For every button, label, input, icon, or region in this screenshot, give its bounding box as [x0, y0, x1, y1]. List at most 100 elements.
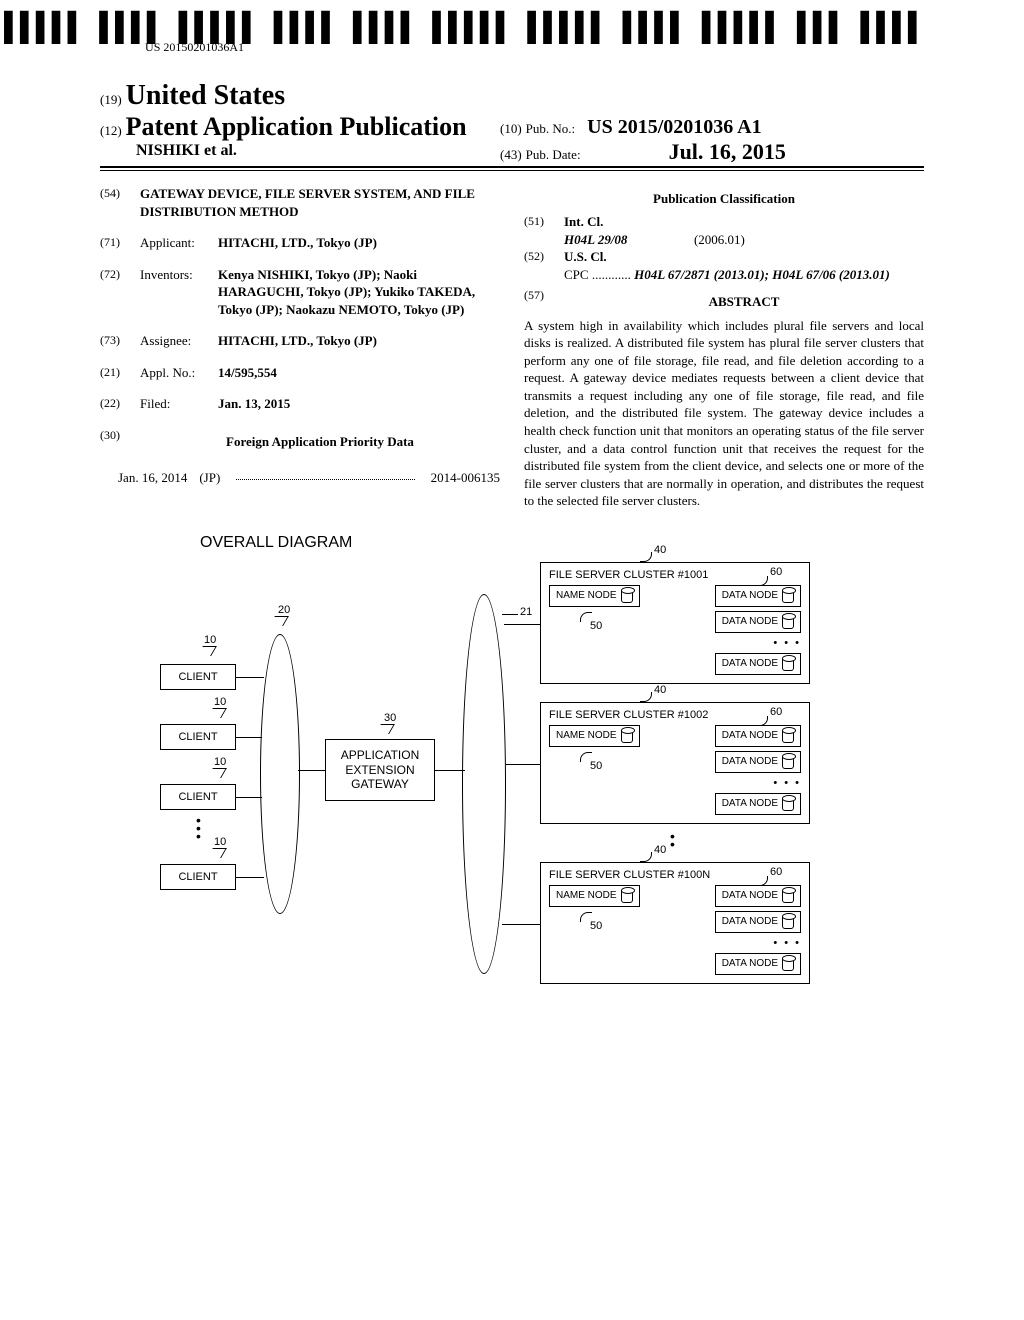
cylinder-icon — [782, 755, 794, 769]
divider-thick — [100, 166, 924, 168]
code-21: (21) — [100, 364, 140, 382]
ref-60c: 60 — [770, 866, 782, 878]
client-box-2: CLIENT — [160, 724, 236, 750]
gateway-box: APPLICATION EXTENSION GATEWAY — [325, 739, 435, 801]
code-12: (12) — [100, 123, 122, 138]
inventors-label: Inventors: — [140, 266, 218, 319]
conn-line — [298, 770, 325, 772]
ref-10b: 10 — [214, 696, 226, 708]
data-node-box: DATA NODE — [715, 751, 801, 773]
lead-curve — [580, 752, 592, 762]
barcode-graphic: ▌▌▌▌▌ ▌▌▌▌▌▌▌ ▌▌ ▌▌▌▌▌ ▌▌▌▌ ▌▌▌▌▌ ▌▌▌▌▌ … — [0, 18, 924, 38]
cylinder-icon — [782, 729, 794, 743]
country: United States — [126, 80, 285, 111]
abstract-text: A system high in availability which incl… — [524, 317, 924, 510]
lead-curve — [640, 852, 652, 862]
cylinder-icon — [782, 797, 794, 811]
filed-date: Jan. 13, 2015 — [218, 395, 500, 413]
ref-10a: 10 — [204, 634, 216, 646]
cylinder-icon — [782, 889, 794, 903]
vertical-dots: •• — [670, 832, 675, 848]
data-node-box: DATA NODE — [715, 885, 801, 907]
code-10: (10) — [500, 121, 522, 136]
code-51: (51) — [524, 213, 564, 248]
ref-10d: 10 — [214, 836, 226, 848]
abstract-label: ABSTRACT — [564, 293, 924, 311]
appl-no: 14/595,554 — [218, 364, 500, 382]
conn-line — [236, 737, 262, 739]
priority-country: (JP) — [199, 470, 220, 486]
intcl-code: H04L 29/08 — [564, 232, 627, 247]
client-box-1: CLIENT — [160, 664, 236, 690]
cylinder-icon — [782, 615, 794, 629]
code-22: (22) — [100, 395, 140, 413]
conn-line — [236, 877, 264, 879]
code-19: (19) — [100, 92, 122, 107]
dotted-leader — [236, 470, 414, 480]
uscl-label: U.S. Cl. — [564, 249, 607, 264]
cpc-value: H04L 67/2871 (2013.01); H04L 67/06 (2013… — [634, 267, 890, 282]
conn-line — [435, 770, 465, 772]
lead-curve — [640, 692, 652, 702]
cylinder-icon — [782, 915, 794, 929]
pub-date: Jul. 16, 2015 — [669, 139, 786, 164]
vertical-dots: ••• — [196, 816, 201, 840]
data-node-box: DATA NODE — [715, 793, 801, 815]
lead-line — [207, 848, 227, 858]
ref-40b: 40 — [654, 684, 666, 696]
priority-date: Jan. 16, 2014 — [118, 470, 187, 486]
conn-line — [504, 624, 540, 626]
ref-40a: 40 — [654, 544, 666, 556]
cylinder-icon — [782, 657, 794, 671]
conn-line — [236, 677, 264, 679]
applicant-label: Applicant: — [140, 234, 218, 252]
data-node-box: DATA NODE — [715, 911, 801, 933]
divider-thin — [100, 170, 924, 171]
left-column: (54) GATEWAY DEVICE, FILE SERVER SYSTEM,… — [100, 185, 500, 510]
data-node-box: DATA NODE — [715, 611, 801, 633]
lead-line — [375, 724, 395, 734]
conn-line — [502, 924, 540, 926]
code-73: (73) — [100, 332, 140, 350]
lead-line — [502, 614, 518, 616]
cluster-box-1: FILE SERVER CLUSTER #1001 NAME NODE DATA… — [540, 562, 810, 684]
barcode-block: ▌▌▌▌▌ ▌▌▌▌▌▌▌ ▌▌ ▌▌▌▌▌ ▌▌▌▌ ▌▌▌▌▌ ▌▌▌▌▌ … — [0, 18, 924, 55]
name-node-box: NAME NODE — [549, 725, 640, 747]
code-52: (52) — [524, 248, 564, 283]
lead-curve — [580, 912, 592, 922]
header-right: (10) Pub. No.: US 2015/0201036 A1 (43) P… — [500, 116, 786, 165]
cylinder-icon — [621, 889, 633, 903]
code-72: (72) — [100, 266, 140, 319]
name-node-box: NAME NODE — [549, 585, 640, 607]
assignee-label: Assignee: — [140, 332, 218, 350]
priority-no: 2014-006135 — [431, 470, 500, 486]
ref-30: 30 — [384, 712, 396, 724]
lead-line — [207, 708, 227, 718]
lead-line — [269, 616, 289, 626]
cylinder-icon — [782, 957, 794, 971]
ellipsis: • • • — [773, 777, 801, 789]
inventors: Kenya NISHIKI, Tokyo (JP); Naoki HARAGUC… — [218, 266, 500, 319]
intcl-date: (2006.01) — [694, 232, 745, 247]
doc-type: Patent Application Publication — [126, 112, 467, 141]
lead-curve — [640, 552, 652, 562]
overall-diagram: OVERALL DIAGRAM CLIENT CLIENT CLIENT CLI… — [100, 534, 924, 1054]
cylinder-icon — [782, 589, 794, 603]
client-box-4: CLIENT — [160, 864, 236, 890]
lead-line — [207, 768, 227, 778]
cylinder-icon — [621, 729, 633, 743]
priority-row: Jan. 16, 2014 (JP) 2014-006135 — [118, 470, 500, 486]
ref-20: 20 — [278, 604, 290, 616]
conn-line — [236, 797, 262, 799]
lead-curve — [580, 612, 592, 622]
pub-date-label: Pub. Date: — [526, 147, 581, 162]
intcl-label: Int. Cl. — [564, 214, 603, 229]
right-column: Publication Classification (51) Int. Cl.… — [524, 185, 924, 510]
network-20 — [260, 634, 300, 914]
cluster-box-n: FILE SERVER CLUSTER #100N NAME NODE DATA… — [540, 862, 810, 984]
cpc-label: CPC — [564, 267, 589, 282]
ref-10c: 10 — [214, 756, 226, 768]
ref-60b: 60 — [770, 706, 782, 718]
pub-no: US 2015/0201036 A1 — [587, 116, 761, 138]
data-node-box: DATA NODE — [715, 725, 801, 747]
